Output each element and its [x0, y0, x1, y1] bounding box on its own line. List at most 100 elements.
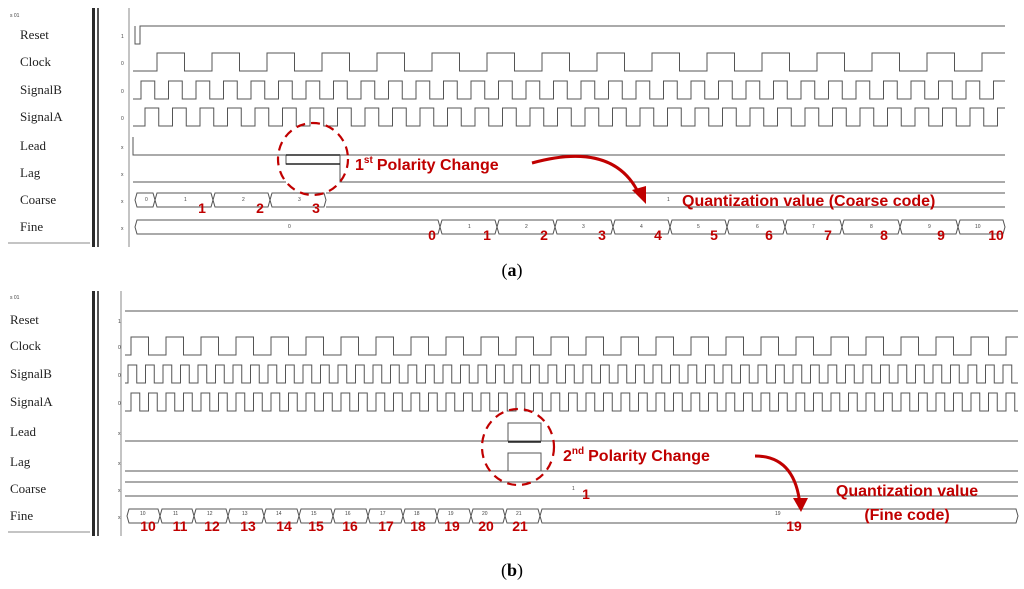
coarse-code-label: 1: [572, 486, 575, 492]
quantization-target-label: (Fine code): [864, 507, 949, 524]
fine-number: 0: [428, 227, 436, 243]
signal-label-clock: Clock: [10, 338, 42, 353]
fine-bus-segment: [496, 219, 556, 235]
signal-value: 1: [121, 34, 124, 40]
coarse-number: 1: [198, 200, 206, 216]
panel-caption-letter: b: [507, 560, 517, 580]
divider-bar: [97, 8, 99, 247]
divider-bar: [92, 8, 95, 247]
fine-bus-segment: [957, 219, 1006, 235]
polarity-ordinal-suffix: st: [364, 155, 374, 166]
fine-bus-segment: [504, 508, 541, 524]
fine-bus-segment: [439, 219, 498, 235]
fine-bus-segment: [669, 219, 728, 235]
fine-bus-segment: [134, 219, 441, 235]
fine-number: 21: [512, 518, 528, 534]
fine-code-label: 15: [311, 511, 317, 517]
fine-number: 12: [204, 518, 220, 534]
panel-b: s 01 Reset 1 Clock 0 SignalB 0 SignalA 0 Lead x Lag…: [8, 291, 1019, 581]
signal-value: 0: [121, 89, 124, 95]
divider-bar: [92, 291, 95, 536]
fine-code-label: 7: [812, 224, 815, 230]
fine-number: 13: [240, 518, 256, 534]
fine-bus-segment: [402, 508, 438, 524]
signal-value: x: [121, 145, 124, 151]
quantization-target-label: Quantization value: [836, 483, 978, 500]
panel-caption-letter: a: [508, 260, 517, 280]
fine-code-label: 9: [928, 224, 931, 230]
fine-bus-segment: [470, 508, 506, 524]
fine-number: 3: [598, 227, 606, 243]
fine-bus-segment: [436, 508, 472, 524]
fine-code-label: 4: [640, 224, 643, 230]
coarse-bus-segment: [134, 192, 156, 208]
fine-code-label: 1: [468, 224, 471, 230]
fine-code-label: 0: [288, 224, 291, 230]
fine-number: 11: [173, 518, 188, 534]
signal-label-coarse: Coarse: [20, 192, 56, 207]
signala-waveform: [125, 392, 1018, 412]
signal-label-fine: Fine: [20, 219, 43, 234]
fine-bus-segment: [784, 219, 843, 235]
annotation-arrow: [754, 454, 802, 506]
signal-value: x: [121, 226, 124, 232]
fine-bus-segment: [193, 508, 229, 524]
panel-a: s 01 Reset 1 Clock 0 SignalB 0 SignalA 0 Lead x Lag…: [8, 8, 1006, 281]
panel-caption: (a): [502, 260, 523, 281]
fine-code-label: 16: [345, 511, 351, 517]
signal-label-lag: Lag: [10, 454, 31, 469]
lead-waveform: [132, 137, 1005, 156]
polarity-ordinal: 1: [355, 157, 364, 174]
fine-bus-segment: [298, 508, 334, 524]
lead-waveform: [507, 422, 542, 441]
fine-bus-segment: [367, 508, 404, 524]
signal-value: x: [118, 515, 121, 521]
signal-label-reset: Reset: [20, 27, 49, 42]
fine-number: 2: [540, 227, 548, 243]
fine-code-label: 17: [380, 511, 386, 517]
fine-bus-segment: [539, 508, 1019, 524]
signal-label-lead: Lead: [20, 138, 46, 153]
polarity-annotation: 1st Polarity Change: [355, 155, 499, 174]
signal-value: x: [118, 488, 121, 494]
divider-bar: [97, 291, 99, 536]
signal-value: 0: [118, 373, 121, 379]
fine-number: 16: [342, 518, 358, 534]
fine-code-label: 5: [697, 224, 700, 230]
coarse-number: 2: [256, 200, 264, 216]
panel-caption: (b): [501, 560, 523, 581]
polarity-ordinal: 2: [563, 448, 572, 465]
fine-code-label: 3: [582, 224, 585, 230]
signal-label-signalb: SignalB: [20, 82, 62, 97]
fine-bus-segment: [263, 508, 300, 524]
fine-code-label: 6: [756, 224, 759, 230]
coarse-number: 1: [582, 486, 590, 502]
signal-value: 0: [121, 61, 124, 67]
fine-number: 6: [765, 227, 773, 243]
signal-value: 0: [118, 345, 121, 351]
fine-number: 18: [410, 518, 426, 534]
signal-value: x: [121, 199, 124, 205]
fine-number: 10: [140, 518, 156, 534]
arrow-head-icon: [793, 498, 808, 512]
fine-bus-segment: [159, 508, 195, 524]
clock-waveform: [133, 52, 1005, 72]
fine-bus-segment: [332, 508, 369, 524]
signal-label-lead: Lead: [10, 424, 36, 439]
signal-label-signala: SignalA: [20, 109, 63, 124]
coarse-bus-segment: [269, 192, 327, 208]
polarity-annotation: 2nd Polarity Change: [563, 446, 710, 465]
signal-label-lag: Lag: [20, 165, 41, 180]
fine-number: 14: [276, 518, 292, 534]
panel-header: s 01: [10, 295, 20, 301]
coarse-bus-segment: [212, 192, 271, 208]
fine-bus-segment: [227, 508, 265, 524]
fine-code-label: 18: [414, 511, 420, 517]
coarse-code-label: 1: [184, 197, 187, 203]
polarity-annotation-text: Polarity Change: [588, 448, 710, 465]
polarity-annotation-text: Polarity Change: [377, 157, 499, 174]
fine-code-label: 21: [516, 511, 522, 517]
coarse-code-label: 3: [298, 197, 301, 203]
signal-value: 1: [118, 319, 121, 325]
